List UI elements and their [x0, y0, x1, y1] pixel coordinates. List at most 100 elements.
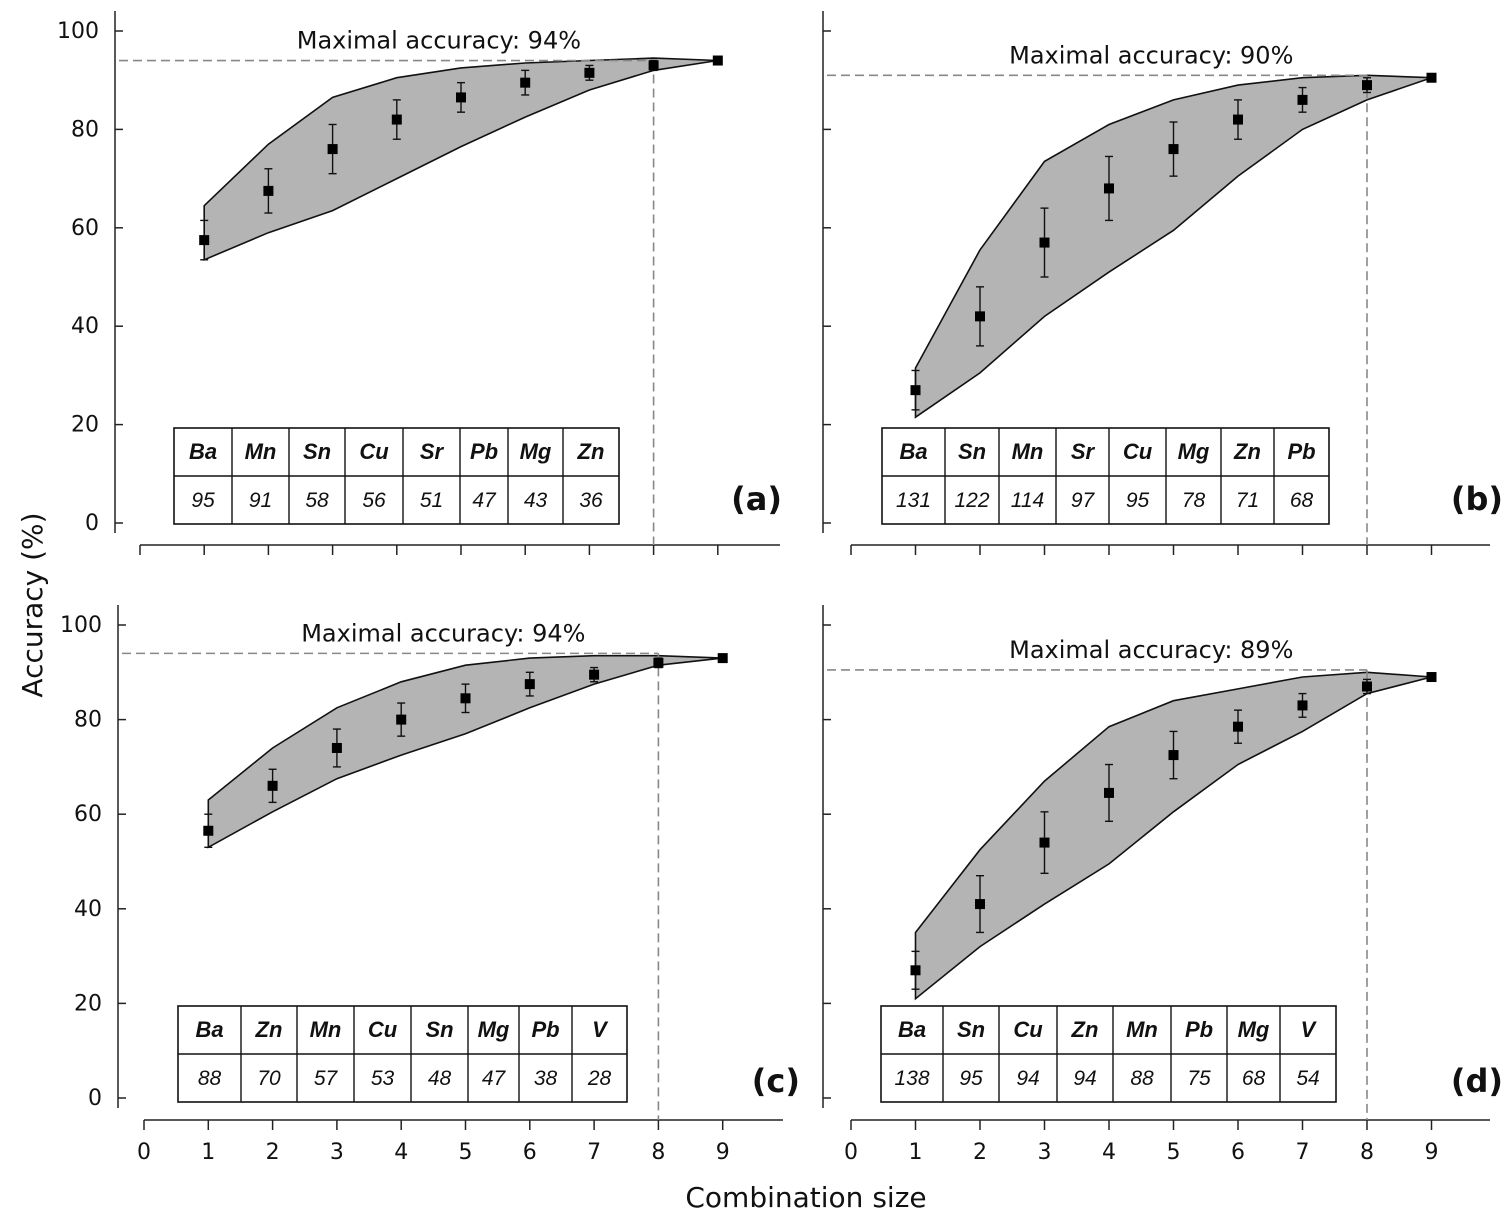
element-table: Ba 131 Sn 122 Mn 114 Sr 97 Cu 95 Mg 78 Zn 71 Pb 68 — [882, 428, 1329, 524]
element-name-cell: Zn — [577, 439, 605, 464]
element-score-cell: 88 — [1130, 1067, 1154, 1090]
x-tick-label: 3 — [1038, 1140, 1052, 1165]
x-axis-title: Combination size — [685, 1181, 926, 1214]
max-accuracy-annotation: Maximal accuracy: 90% — [1009, 41, 1293, 69]
element-score-cell: 97 — [1071, 489, 1096, 512]
y-tick-label: 80 — [74, 708, 102, 733]
x-tick-label: 9 — [1425, 1140, 1439, 1165]
panel-d: 0 1 2 3 4 5 6 7 8 9 Maximal accuracy: 89% Ba 138 Sn 95… — [823, 605, 1503, 1165]
element-score-cell: 95 — [1126, 489, 1150, 512]
element-name-cell: Zn — [255, 1017, 283, 1042]
element-score-cell: 54 — [1296, 1067, 1319, 1090]
data-point — [332, 743, 342, 753]
data-point — [1233, 115, 1243, 125]
element-name-cell: Mg — [1178, 439, 1210, 464]
element-name-cell: Zn — [1071, 1017, 1099, 1042]
element-name-cell: Pb — [1287, 439, 1315, 464]
data-point — [1362, 681, 1372, 691]
element-table: Ba95Mn91Sn58Cu56Sr51Pb47Mg43Zn36 — [174, 428, 619, 524]
element-score-cell: 57 — [314, 1067, 339, 1090]
data-point — [456, 92, 466, 102]
x-tick-label: 0 — [844, 1140, 858, 1165]
y-tick-label: 0 — [88, 1086, 102, 1111]
panel-c: 0 20 40 60 80 100 0 1 2 3 4 5 6 7 8 9 Maximal accuracy: … — [60, 605, 800, 1165]
panel-label: (c) — [752, 1062, 800, 1100]
y-tick-label: 0 — [85, 511, 99, 536]
element-name-cell: Sn — [957, 1017, 985, 1042]
y-tick-label: 100 — [57, 19, 99, 44]
element-score-cell: 91 — [249, 489, 272, 512]
x-tick-label: 6 — [1231, 1140, 1245, 1165]
element-name-cell: Sr — [420, 439, 445, 464]
element-name-cell: Mg — [1238, 1017, 1270, 1042]
element-name-cell: Pb — [531, 1017, 559, 1042]
element-name-cell: Ba — [899, 439, 927, 464]
element-score-cell: 75 — [1187, 1067, 1211, 1090]
x-tick-label: 8 — [1360, 1140, 1374, 1165]
x-tick-label: 5 — [459, 1140, 473, 1165]
y-tick-label: 80 — [71, 117, 99, 142]
panel-b: Maximal accuracy: 90% Ba 131 Sn 122 Mn 114 Sr 97… — [823, 11, 1503, 555]
element-score-cell: 94 — [1073, 1067, 1096, 1090]
element-score-cell: 58 — [305, 489, 329, 512]
element-score-cell: 78 — [1182, 489, 1206, 512]
data-point — [1427, 73, 1437, 83]
x-tick-label: 4 — [1102, 1140, 1116, 1165]
y-tick-label: 40 — [74, 897, 102, 922]
data-point — [911, 965, 921, 975]
data-point — [1104, 183, 1114, 193]
data-point — [199, 235, 209, 245]
data-point — [653, 658, 663, 668]
x-tick-label: 5 — [1167, 1140, 1181, 1165]
x-tick-label: 2 — [266, 1140, 280, 1165]
element-name-cell: Mn — [1012, 439, 1044, 464]
accuracy-range-band — [916, 672, 1432, 998]
element-score-cell: 95 — [191, 489, 215, 512]
data-point — [268, 781, 278, 791]
data-point — [584, 68, 594, 78]
data-point — [1169, 144, 1179, 154]
y-tick-label: 60 — [74, 802, 102, 827]
element-name-cell: Ba — [898, 1017, 926, 1042]
data-point — [1298, 95, 1308, 105]
data-point — [1233, 722, 1243, 732]
element-score-cell: 53 — [371, 1067, 395, 1090]
y-tick-label: 20 — [71, 413, 99, 438]
data-point — [1040, 238, 1050, 248]
data-point — [263, 186, 273, 196]
element-table: Ba 138 Sn 95 Cu 94 Zn 94 Mn 88 Pb 75 Mg 68 V 54 — [881, 1006, 1336, 1102]
y-tick-label: 60 — [71, 216, 99, 241]
element-name-cell: Zn — [1233, 439, 1261, 464]
element-table: Ba88Zn70Mn57Cu53Sn48Mg47Pb38V28 — [178, 1006, 627, 1102]
x-tick-label: 3 — [330, 1140, 344, 1165]
element-score-cell: 36 — [579, 489, 603, 512]
x-tick-label: 0 — [137, 1140, 151, 1165]
element-name-cell: Mn — [245, 439, 277, 464]
element-name-cell: Pb — [1185, 1017, 1213, 1042]
element-score-cell: 56 — [362, 489, 386, 512]
data-point — [649, 60, 659, 70]
x-tick-label: 7 — [1296, 1140, 1310, 1165]
element-name-cell: Sr — [1071, 439, 1096, 464]
element-score-cell: 114 — [1011, 489, 1044, 512]
element-name-cell: Mg — [478, 1017, 510, 1042]
x-tick-label: 1 — [201, 1140, 215, 1165]
x-tick-label: 4 — [394, 1140, 408, 1165]
element-score-cell: 122 — [954, 489, 989, 512]
element-score-cell: 28 — [587, 1067, 612, 1090]
data-point — [328, 144, 338, 154]
element-name-cell: Mn — [310, 1017, 342, 1042]
element-score-cell: 48 — [428, 1067, 452, 1090]
element-name-cell: Cu — [359, 439, 389, 464]
data-point — [461, 693, 471, 703]
element-name-cell: Sn — [425, 1017, 453, 1042]
element-score-cell: 47 — [482, 1067, 507, 1090]
data-point — [525, 679, 535, 689]
element-score-cell: 68 — [1242, 1067, 1266, 1090]
x-tick-label: 6 — [523, 1140, 537, 1165]
element-name-cell: V — [592, 1017, 609, 1042]
y-axis-title: Accuracy (%) — [16, 512, 49, 697]
panel-label: (a) — [731, 480, 782, 518]
data-point — [718, 653, 728, 663]
x-tick-label: 1 — [909, 1140, 923, 1165]
